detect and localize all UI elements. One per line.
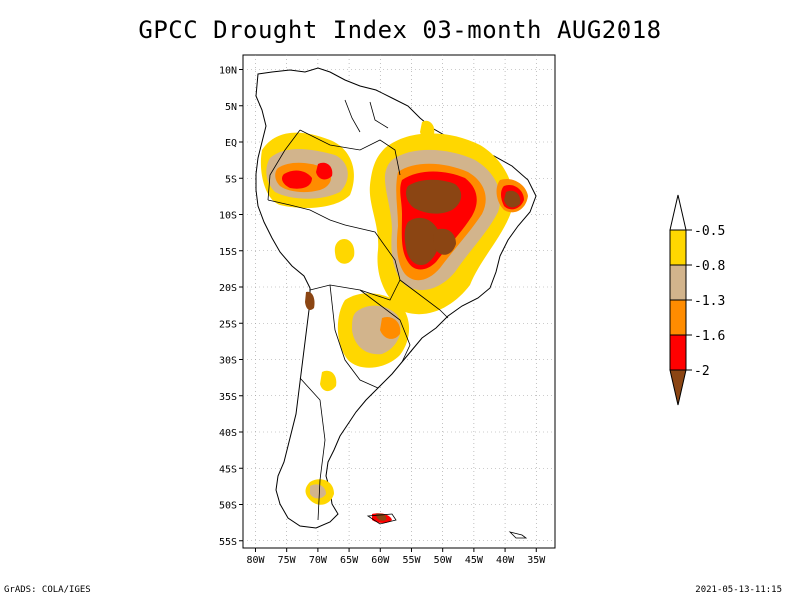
lat-label: 30S — [219, 356, 237, 367]
map-title: GPCC Drought Index 03-month AUG2018 — [138, 16, 662, 44]
lon-label: 80W — [246, 555, 265, 566]
colorbar-top-arrow — [669, 194, 687, 231]
falkland-islands — [366, 513, 397, 525]
lat-label: 20S — [219, 283, 237, 294]
lon-label: 60W — [371, 555, 390, 566]
colorbar-bottom-arrow — [669, 369, 687, 406]
lat-label: 10N — [219, 66, 237, 77]
lon-label: 50W — [434, 555, 453, 566]
lat-label: 10S — [219, 211, 237, 222]
lat-label: 35S — [219, 392, 237, 403]
lat-label: 5S — [225, 174, 237, 185]
lon-label: 45W — [465, 555, 484, 566]
lon-label: 35W — [527, 555, 546, 566]
colorbar-label-0: -0.5 — [694, 224, 725, 239]
lat-label: 40S — [219, 428, 237, 439]
lat-label: 50S — [219, 501, 237, 512]
colorbar-label-4: -2 — [694, 364, 710, 379]
lon-label: 55W — [402, 555, 421, 566]
lat-label: 15S — [219, 247, 237, 258]
lon-label: 70W — [309, 555, 328, 566]
footer-timestamp: 2021-05-13-11:15 — [695, 585, 782, 595]
lon-label: 75W — [278, 555, 297, 566]
lat-label: 25S — [219, 319, 237, 330]
colorbar-swatch-red — [669, 334, 687, 371]
colorbar-swatch-tan — [669, 264, 687, 301]
colorbar-swatch-orange — [669, 299, 687, 336]
colorbar-label-1: -0.8 — [694, 259, 725, 274]
lat-label: EQ — [225, 138, 237, 149]
axis-labels: 10N 5N EQ 5S 10S 15S 20S 25S 30S 35S 40S 45S 50S 55S 8… — [219, 66, 546, 567]
colorbar-swatch-gold — [669, 229, 687, 266]
colorbar: -0.5 -0.8 -1.3 -1.6 -2 — [669, 194, 725, 406]
footer-credit: GrADS: COLA/IGES — [4, 585, 91, 595]
lon-label: 40W — [496, 555, 515, 566]
lat-label: 5N — [225, 102, 237, 113]
drought-patches — [260, 120, 528, 523]
south-georgia — [508, 531, 528, 539]
lat-label: 55S — [219, 537, 237, 548]
lat-label: 45S — [219, 464, 237, 475]
lon-label: 65W — [340, 555, 359, 566]
colorbar-label-3: -1.6 — [694, 329, 725, 344]
country-borders — [267, 99, 449, 521]
colorbar-label-2: -1.3 — [694, 294, 725, 309]
